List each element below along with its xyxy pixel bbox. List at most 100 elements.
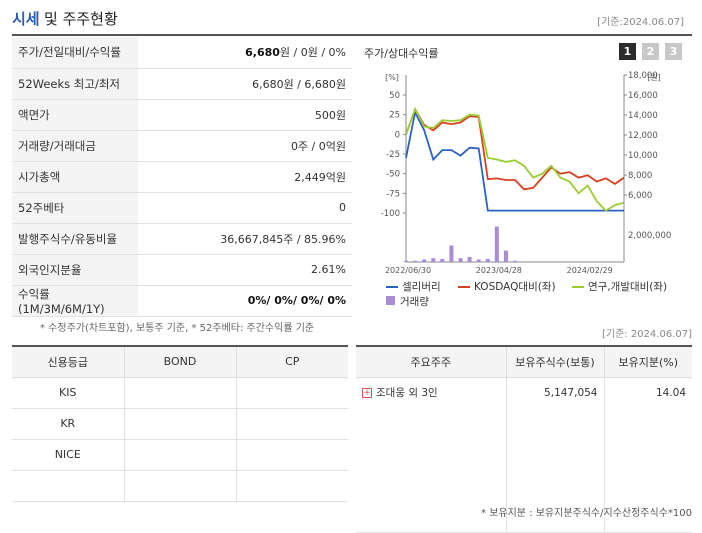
legend-swatch xyxy=(386,296,395,305)
legend-label: 셀리버리 xyxy=(402,281,441,293)
volume-bar xyxy=(404,260,408,262)
info-row: 주가/전일대비/수익률 6,680원 / 0원 / 0% xyxy=(12,37,352,69)
info-value: 0 xyxy=(138,192,352,224)
credit-cell xyxy=(124,408,237,440)
volume-bar xyxy=(449,245,454,262)
credit-cell xyxy=(236,470,348,502)
info-row: 52주베타 0 xyxy=(12,192,352,224)
credit-header-bond: BOND xyxy=(124,346,237,378)
info-value: 0주 / 0억원 xyxy=(138,130,352,162)
credit-cell: KR xyxy=(12,408,125,440)
volume-bar xyxy=(413,260,418,262)
credit-cell: NICE xyxy=(12,439,125,471)
left-tick-label: -100 xyxy=(381,209,400,219)
credit-cell xyxy=(236,377,348,409)
credit-row: NICE xyxy=(12,439,348,471)
series-line xyxy=(405,109,624,212)
right-tick-label: 10,000 xyxy=(628,151,658,161)
left-tick-label: -50 xyxy=(386,170,400,180)
credit-cell xyxy=(236,439,348,471)
credit-cell: KIS xyxy=(12,377,125,409)
info-value-text: 500원 xyxy=(314,108,346,122)
legend-label: KOSDAQ대비(좌) xyxy=(474,281,556,293)
info-value-text: 원 / 0원 / 0% xyxy=(279,46,346,60)
info-footnote: * 수정주가(차트포함), 보통주 기준, * 52주베타: 주간수익률 기준 xyxy=(40,323,315,334)
chart-tab-2[interactable]: 2 xyxy=(642,43,659,60)
info-row: 외국인지분율 2.61% xyxy=(12,254,352,286)
holders-header-name: 주요주주 xyxy=(356,346,507,378)
credit-rating-table: 신용등급 BOND CP KIS KR NICE xyxy=(12,345,348,502)
holder-empty-cell xyxy=(356,408,507,533)
relative-return-chart: [%] [원] 50 25 0 -25 -50 -75 -100 18,000 16,000 14,0… xyxy=(381,71,672,308)
info-row: 52Weeks 최고/최저 6,680원 / 6,680원 xyxy=(12,68,352,100)
volume-bar xyxy=(422,259,427,262)
series-line xyxy=(405,107,625,191)
info-value: 36,667,845주 / 85.96% xyxy=(138,223,352,255)
right-tick-label: 12,000 xyxy=(628,131,658,141)
info-value-bold: 0%/ 0%/ 0%/ 0% xyxy=(247,294,346,307)
credit-cell xyxy=(124,470,237,502)
price-info-table: 주가/전일대비/수익률 6,680원 / 0원 / 0% 52Weeks 최고/최저… xyxy=(12,37,352,317)
holder-name-cell: + 조대웅 외 3인 xyxy=(356,377,507,408)
credit-cell xyxy=(124,439,237,471)
section-title: 시세 및 주주현황 [기준:2024.06.07] xyxy=(12,8,692,30)
credit-cell xyxy=(12,470,125,502)
volume-bar xyxy=(458,258,463,262)
right-tick-label: 14,000 xyxy=(628,111,658,121)
legend-label: 거래량 xyxy=(400,296,429,308)
chart-tab-3[interactable]: 3 xyxy=(665,43,682,60)
volume-tick-label: 2,000,000 xyxy=(628,231,671,241)
expand-icon[interactable]: + xyxy=(362,388,372,399)
title-highlight: 시세 xyxy=(12,10,40,28)
info-value-text: 2.61% xyxy=(311,263,346,276)
right-axis-unit: [원] xyxy=(647,73,661,82)
left-tick-label: 25 xyxy=(389,111,400,121)
info-value: 2.61% xyxy=(138,254,352,286)
credit-header-cp: CP xyxy=(236,346,348,378)
volume-bar xyxy=(467,256,472,262)
info-value: 6,680원 / 6,680원 xyxy=(138,68,352,100)
info-row: 발행주식수/유동비율 36,667,845주 / 85.96% xyxy=(12,223,352,255)
holder-empty-cell xyxy=(604,408,692,533)
info-value: 0%/ 0%/ 0%/ 0% xyxy=(138,285,352,317)
volume-bar xyxy=(485,258,490,262)
info-label: 발행주식수/유동비율 xyxy=(12,223,138,255)
left-tick-label: 0 xyxy=(395,130,400,140)
right-tick-label: 8,000 xyxy=(628,171,652,181)
right-tick-label: 6,000 xyxy=(628,191,652,201)
info-label: 주가/전일대비/수익률 xyxy=(12,37,138,69)
left-tick-label: -75 xyxy=(386,189,400,199)
chart-tab-1[interactable]: 1 xyxy=(619,43,636,60)
x-tick-label: 2023/04/28 xyxy=(476,266,522,275)
holder-empty-cell xyxy=(506,408,605,533)
info-row: 시가총액 2,449억원 xyxy=(12,161,352,193)
holder-shares: 5,147,054 xyxy=(506,377,605,408)
right-tick-label: 18,000 xyxy=(628,71,658,81)
info-row: 수익률 (1M/3M/6M/1Y) 0%/ 0%/ 0%/ 0% xyxy=(12,285,352,317)
holder-row: + 조대웅 외 3인 5,147,054 14.04 xyxy=(356,377,692,408)
chart-title: 주가/상대수익률 xyxy=(364,47,439,60)
holders-header-shares: 보유주식수(보통) xyxy=(506,346,605,378)
x-tick-label: 2024/02/29 xyxy=(567,266,613,275)
info-label: 52Weeks 최고/최저 xyxy=(12,68,138,100)
legend-label: 연구,개발대비(좌) xyxy=(588,281,667,293)
info-value: 2,449억원 xyxy=(138,161,352,193)
info-label: 거래량/거래대금 xyxy=(12,130,138,162)
info-label: 시가총액 xyxy=(12,161,138,193)
volume-bar xyxy=(494,226,499,262)
holder-name: 조대웅 외 3인 xyxy=(376,387,438,400)
volume-bar xyxy=(476,259,481,262)
series-line xyxy=(405,106,625,212)
left-tick-label: 50 xyxy=(389,91,400,101)
info-value-text: 0 xyxy=(339,201,346,214)
info-value: 500원 xyxy=(138,99,352,131)
holders-header-pct: 보유지분(%) xyxy=(604,346,692,378)
credit-cell xyxy=(124,377,237,409)
reference-date-2: [기준: 2024.06.07] xyxy=(601,329,692,340)
volume-bar xyxy=(503,250,508,262)
holder-empty-row xyxy=(356,408,692,533)
info-label: 52주베타 xyxy=(12,192,138,224)
title-divider xyxy=(12,34,692,36)
right-tick-label: 16,000 xyxy=(628,91,658,101)
